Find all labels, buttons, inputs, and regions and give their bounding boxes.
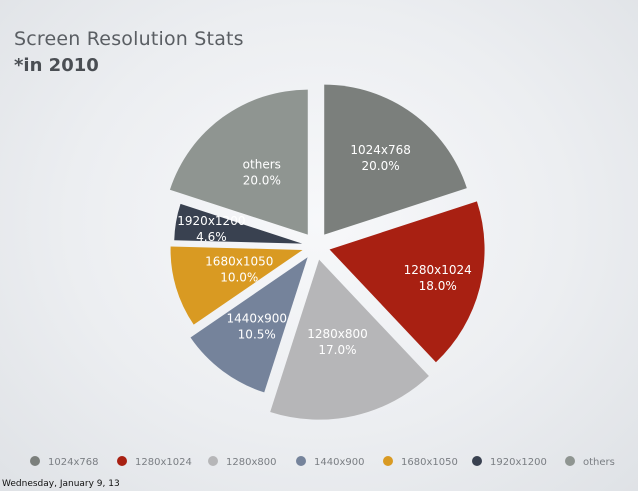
legend-label-1440x900: 1440x900 (314, 457, 364, 468)
pie-slice-1920x1200 (174, 203, 303, 244)
legend-swatch-1024x768 (30, 456, 40, 466)
legend-item-1440x900: 1440x900 (296, 456, 364, 468)
slide-date: Wednesday, January 9, 13 (2, 479, 120, 489)
legend-label-1280x1024: 1280x1024 (135, 457, 192, 468)
pie-slice-others (169, 89, 308, 235)
slice-value-1680x1050: 10.0% (220, 271, 258, 285)
legend-swatch-1440x900 (296, 456, 306, 466)
legend-swatch-1280x1024 (117, 456, 127, 466)
slice-label-1680x1050: 1680x1050 (205, 255, 273, 269)
legend-swatch-1680x1050 (383, 456, 393, 466)
slice-value-1440x900: 10.5% (238, 328, 276, 342)
legend-label-1024x768: 1024x768 (48, 457, 98, 468)
slice-label-1440x900: 1440x900 (226, 312, 287, 326)
pie-slice-1280x1024 (329, 201, 485, 363)
legend-swatch-1280x800 (208, 456, 218, 466)
legend-swatch-1920x1200 (472, 456, 482, 466)
slice-value-1024x768: 20.0% (362, 159, 400, 173)
pie-slice-1024x768 (324, 84, 467, 235)
pie-slice-1280x800 (270, 259, 429, 420)
legend-item-1024x768: 1024x768 (30, 456, 98, 468)
slice-value-others: 20.0% (243, 173, 281, 187)
legend-item-1280x800: 1280x800 (208, 456, 276, 468)
chart-title: Screen Resolution Stats (14, 28, 244, 50)
legend-label-1280x800: 1280x800 (226, 457, 276, 468)
legend-label-1680x1050: 1680x1050 (401, 457, 458, 468)
legend-item-others: others (565, 456, 615, 468)
slice-label-1280x800: 1280x800 (307, 327, 368, 341)
legend-label-others: others (583, 457, 615, 468)
legend-label-1920x1200: 1920x1200 (490, 457, 547, 468)
pie-slice-1680x1050 (170, 246, 303, 325)
slice-value-1920x1200: 4.6% (196, 230, 227, 244)
slice-value-1280x1024: 18.0% (419, 279, 457, 293)
slice-label-others: others (243, 157, 281, 171)
slice-label-1920x1200: 1920x1200 (177, 214, 245, 228)
slice-label-1280x1024: 1280x1024 (404, 263, 472, 277)
chart-subtitle: *in 2010 (14, 55, 99, 76)
legend-item-1280x1024: 1280x1024 (117, 456, 192, 468)
legend-swatch-others (565, 456, 575, 466)
pie-slice-1440x900 (190, 257, 308, 393)
legend-item-1920x1200: 1920x1200 (472, 456, 547, 468)
slice-label-1024x768: 1024x768 (350, 143, 411, 157)
slice-value-1280x800: 17.0% (318, 343, 356, 357)
legend-item-1680x1050: 1680x1050 (383, 456, 458, 468)
